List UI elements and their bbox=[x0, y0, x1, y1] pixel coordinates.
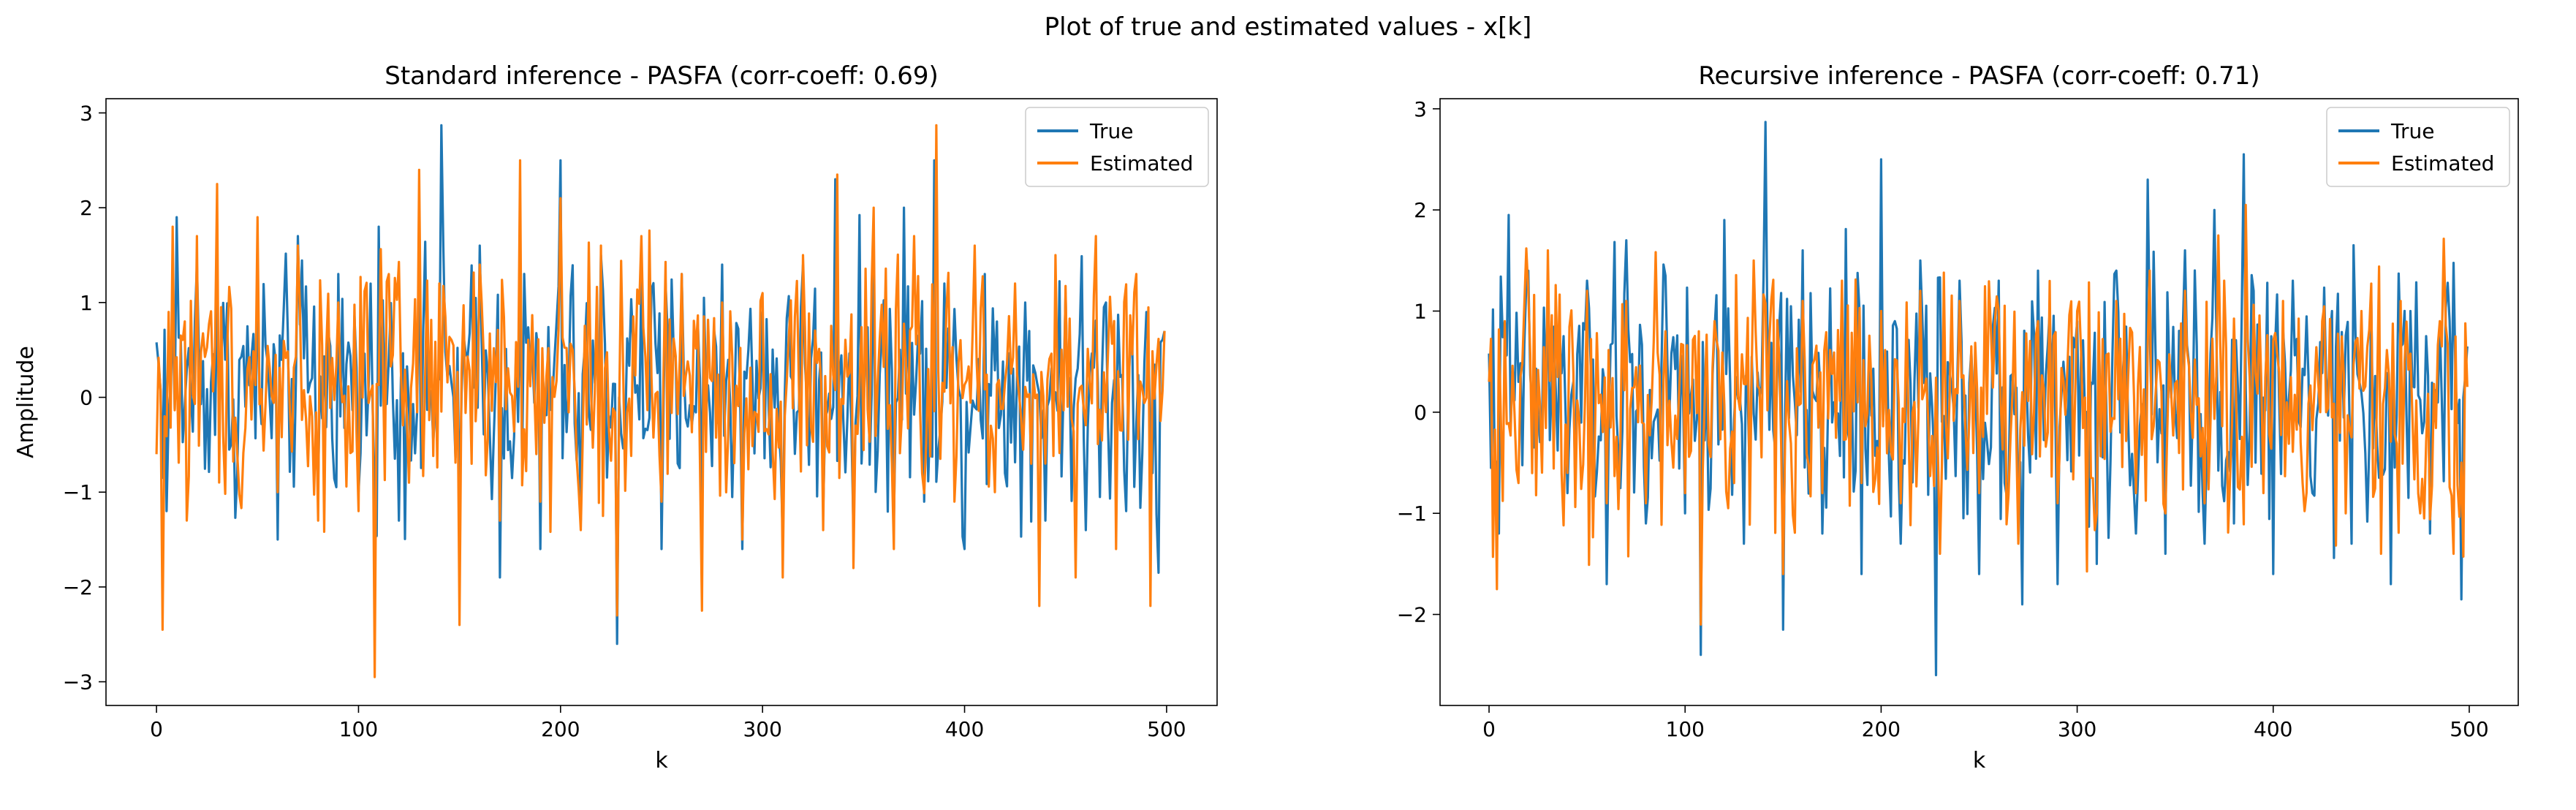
x-tick-label: 0 bbox=[1482, 717, 1496, 741]
legend: True Estimated bbox=[2326, 107, 2510, 187]
x-tick-label: 100 bbox=[1666, 717, 1705, 741]
subplot-title: Standard inference - PASFA (corr-coeff: … bbox=[384, 61, 939, 91]
legend-box bbox=[1025, 107, 1209, 187]
x-tick-label: 200 bbox=[1862, 717, 1901, 741]
x-tick-label: 300 bbox=[743, 717, 781, 741]
x-tick-label: 400 bbox=[2254, 717, 2292, 741]
legend-label-true: True bbox=[2390, 119, 2434, 143]
legend-label-true: True bbox=[1089, 119, 1133, 143]
x-tick-label: 300 bbox=[2058, 717, 2096, 741]
y-tick-label: −1 bbox=[1397, 501, 1427, 526]
axes-frame bbox=[1439, 98, 2519, 706]
subplot-2: Recursive inference - PASFA (corr-coeff:… bbox=[1397, 61, 2519, 773]
x-tick-label: 200 bbox=[541, 717, 580, 741]
figure-suptitle: Plot of true and estimated values - x[k] bbox=[1045, 12, 1532, 42]
y-tick-label: 0 bbox=[80, 386, 93, 410]
y-tick-label: 3 bbox=[80, 101, 93, 125]
x-tick-label: 400 bbox=[945, 717, 984, 741]
y-tick-label: 1 bbox=[80, 291, 93, 315]
subplots: Standard inference - PASFA (corr-coeff: … bbox=[13, 61, 2519, 773]
x-tick-label: 100 bbox=[339, 717, 378, 741]
y-tick-label: −1 bbox=[63, 480, 93, 504]
y-axis-label: Amplitude bbox=[13, 346, 39, 458]
x-axis-label: k bbox=[1973, 748, 1986, 773]
x-tick-label: 500 bbox=[1147, 717, 1186, 741]
series-group bbox=[1488, 121, 2469, 677]
x-tick-label: 0 bbox=[150, 717, 163, 741]
subplot-1: Standard inference - PASFA (corr-coeff: … bbox=[13, 61, 1218, 773]
x-tick-label: 500 bbox=[2450, 717, 2488, 741]
axes-frame bbox=[105, 98, 1218, 706]
y-tick-label: 3 bbox=[1414, 97, 1427, 121]
legend-label-estimated: Estimated bbox=[2391, 151, 2494, 175]
series-group bbox=[155, 124, 1166, 678]
series-line-true bbox=[155, 124, 1166, 646]
series-line-estimated bbox=[1488, 203, 2469, 626]
legend-label-estimated: Estimated bbox=[1090, 151, 1193, 175]
y-tick-label: 2 bbox=[1414, 198, 1427, 222]
legend: True Estimated bbox=[1025, 107, 1209, 187]
series-line-true bbox=[1488, 121, 2469, 677]
legend-box bbox=[2326, 107, 2510, 187]
series-line-estimated bbox=[155, 124, 1166, 678]
y-tick-label: 0 bbox=[1414, 401, 1427, 425]
y-tick-label: −2 bbox=[1397, 603, 1427, 627]
x-axis-label: k bbox=[655, 748, 668, 773]
y-tick-label: −3 bbox=[63, 670, 93, 694]
y-tick-label: 2 bbox=[80, 196, 93, 220]
y-tick-label: 1 bbox=[1414, 300, 1427, 324]
y-tick-label: −2 bbox=[63, 575, 93, 599]
subplot-title: Recursive inference - PASFA (corr-coeff:… bbox=[1698, 61, 2259, 91]
